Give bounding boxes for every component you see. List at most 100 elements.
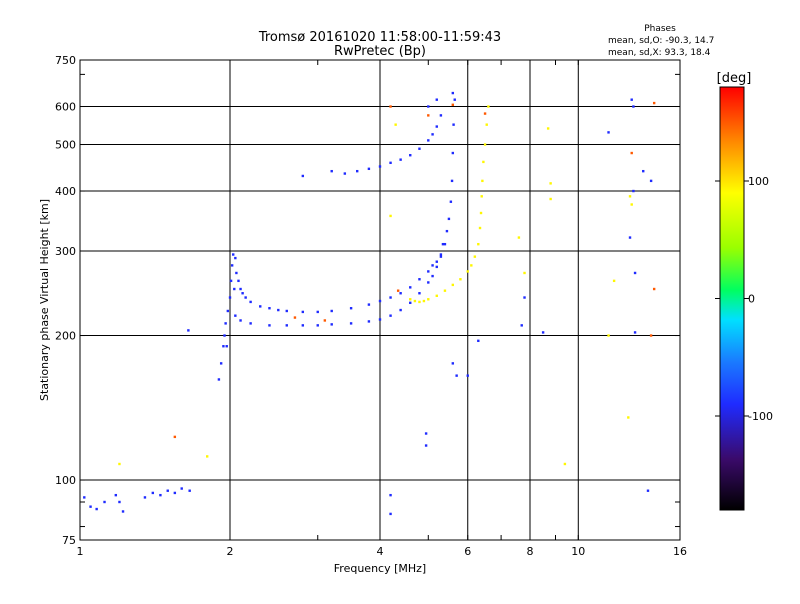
data-point-x-mode — [627, 416, 630, 419]
data-point-x-mode — [563, 462, 567, 466]
data-point-o-mode — [424, 444, 428, 447]
data-point-o-mode — [439, 253, 443, 256]
data-point-o-mode — [628, 236, 632, 239]
data-point-o-mode — [226, 309, 230, 313]
data-point-o-mode — [244, 296, 247, 299]
data-point-x-mode — [443, 289, 447, 292]
data-point-o-mode — [541, 331, 545, 334]
data-point-o-mode — [418, 292, 421, 295]
data-point-o-mode — [330, 169, 333, 173]
data-point-o-mode — [330, 323, 333, 326]
phase-stats-x: mean, sd,X: 93.3, 18.4 — [608, 48, 711, 58]
x-tick-label: 6 — [464, 545, 471, 558]
data-point-o-mode — [225, 345, 228, 348]
data-point-o-mode — [285, 324, 288, 327]
data-point-x-mode — [482, 160, 485, 164]
data-point-x-mode — [487, 105, 490, 108]
data-point-o-mode — [188, 489, 191, 492]
data-point-o-mode — [418, 278, 421, 281]
x-axis-label: Frequency [MHz] — [334, 562, 426, 575]
data-point-o-mode — [259, 305, 262, 308]
data-point-x-mode — [480, 195, 483, 198]
x-tick-label: 16 — [673, 545, 687, 558]
plot-area — [80, 60, 680, 540]
data-point-o-mode — [431, 264, 434, 267]
y-tick-label: 750 — [55, 54, 76, 67]
data-point-scattered-other — [630, 151, 633, 155]
data-point-o-mode — [409, 154, 412, 157]
data-point-o-mode — [632, 189, 635, 193]
data-point-o-mode — [217, 378, 221, 381]
data-point-o-mode — [378, 165, 382, 168]
data-point-o-mode — [316, 310, 319, 314]
data-point-x-mode — [470, 264, 473, 267]
data-point-scattered-other — [451, 103, 455, 106]
data-point-o-mode — [83, 496, 86, 499]
data-point-o-mode — [223, 334, 226, 337]
data-point-o-mode — [151, 491, 155, 495]
chart-subtitle: RwPretec (Bp) — [334, 44, 426, 59]
colorbar-tick-label: -100 — [748, 410, 773, 423]
data-point-x-mode — [422, 299, 426, 303]
data-point-o-mode — [466, 374, 469, 377]
data-point-o-mode — [239, 319, 242, 322]
data-point-x-mode — [413, 299, 417, 303]
data-point-o-mode — [277, 308, 280, 312]
data-point-o-mode — [230, 264, 234, 267]
data-point-o-mode — [241, 292, 244, 295]
data-point-x-mode — [517, 236, 521, 239]
data-point-x-mode — [612, 279, 616, 283]
data-point-x-mode — [523, 271, 526, 275]
data-point-x-mode — [477, 242, 480, 246]
data-point-o-mode — [453, 98, 456, 101]
data-point-x-mode — [485, 123, 488, 126]
data-point-o-mode — [234, 314, 237, 317]
x-tick-label: 2 — [227, 545, 234, 558]
data-point-o-mode — [520, 324, 523, 327]
data-point-o-mode — [237, 279, 240, 283]
data-point-o-mode — [439, 255, 443, 258]
data-point-o-mode — [427, 139, 430, 142]
data-point-o-mode — [435, 265, 438, 269]
y-tick-label: 200 — [55, 330, 76, 343]
data-point-o-mode — [301, 324, 305, 327]
data-point-o-mode — [367, 303, 371, 306]
phase-colorbar: 100 0 -100 — [715, 86, 773, 511]
data-point-x-mode — [118, 462, 121, 466]
data-point-o-mode — [607, 131, 610, 134]
data-point-x-mode — [481, 179, 484, 183]
y-tick-label: 600 — [55, 101, 76, 114]
data-point-o-mode — [455, 374, 458, 377]
data-point-o-mode — [239, 287, 242, 291]
data-point-o-mode — [343, 172, 347, 175]
phase-stats-heading: Phases — [644, 24, 676, 34]
data-point-o-mode — [632, 105, 635, 108]
colorbar-label: [deg] — [717, 71, 752, 86]
data-point-o-mode — [232, 253, 235, 256]
data-point-scattered-other — [293, 316, 297, 319]
data-point-o-mode — [427, 281, 430, 284]
data-point-o-mode — [445, 229, 449, 233]
data-point-o-mode — [418, 147, 421, 150]
data-point-x-mode — [607, 334, 610, 337]
data-point-x-mode — [418, 300, 421, 304]
data-point-o-mode — [316, 324, 319, 327]
data-point-scattered-other — [483, 112, 487, 115]
data-point-o-mode — [399, 308, 402, 312]
data-point-o-mode — [222, 345, 225, 348]
data-point-x-mode — [389, 214, 392, 218]
data-point-o-mode — [89, 505, 92, 508]
data-point-o-mode — [424, 432, 428, 435]
data-point-o-mode — [399, 292, 402, 295]
data-point-o-mode — [367, 320, 371, 323]
data-point-o-mode — [630, 98, 633, 101]
data-point-x-mode — [483, 143, 487, 146]
y-tick-label: 75 — [62, 534, 76, 547]
data-point-o-mode — [451, 91, 455, 95]
data-point-o-mode — [330, 309, 333, 313]
data-point-x-mode — [459, 278, 462, 281]
y-axis-label: Stationary phase Virtual Height [km] — [38, 199, 51, 401]
data-point-scattered-other — [396, 289, 400, 292]
colorbar-tick-label: 100 — [748, 175, 769, 188]
